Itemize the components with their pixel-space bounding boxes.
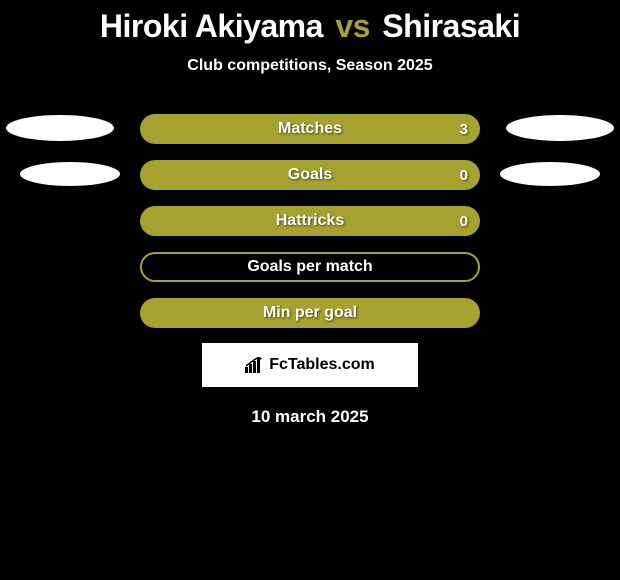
ellipse-left-icon	[6, 115, 114, 141]
comparison-title: Hiroki Akiyama vs Shirasaki	[0, 0, 620, 45]
stat-bar: Goals 0	[140, 160, 480, 190]
logo-box: FcTables.com	[202, 343, 418, 387]
vs-text: vs	[335, 8, 370, 44]
bar-wrapper: Matches 3	[140, 114, 480, 144]
stat-label: Matches	[140, 120, 480, 138]
stat-value: 3	[460, 121, 468, 138]
stat-label: Goals	[140, 166, 480, 184]
stat-label: Goals per match	[142, 258, 478, 276]
subtitle-text: Club competitions, Season 2025	[0, 57, 620, 75]
stat-value: 0	[460, 167, 468, 184]
stat-label: Hattricks	[140, 212, 480, 230]
stat-bar: Hattricks 0	[140, 206, 480, 236]
ellipse-left-icon	[20, 162, 120, 186]
logo-label: FcTables.com	[269, 356, 375, 374]
chart-icon	[245, 357, 265, 373]
stat-row-goals-per-match: Goals per match	[0, 251, 620, 283]
logo-text: FcTables.com	[245, 356, 375, 374]
player2-name: Shirasaki	[382, 8, 520, 44]
bar-wrapper: Hattricks 0	[140, 206, 480, 236]
ellipse-right-icon	[506, 115, 614, 141]
stat-bar: Goals per match	[140, 252, 480, 282]
ellipse-right-icon	[500, 162, 600, 186]
stat-bar: Min per goal	[140, 298, 480, 328]
player1-name: Hiroki Akiyama	[100, 8, 323, 44]
stat-value: 0	[460, 213, 468, 230]
stat-bar: Matches 3	[140, 114, 480, 144]
stat-row-goals: Goals 0	[0, 159, 620, 191]
bar-wrapper: Goals 0	[140, 160, 480, 190]
date-text: 10 march 2025	[0, 407, 620, 427]
stat-row-matches: Matches 3	[0, 113, 620, 145]
bar-wrapper: Goals per match	[140, 252, 480, 282]
stat-row-hattricks: Hattricks 0	[0, 205, 620, 237]
stat-row-min-per-goal: Min per goal	[0, 297, 620, 329]
bar-wrapper: Min per goal	[140, 298, 480, 328]
stats-container: Matches 3 Goals 0 Hattricks 0 Goals per …	[0, 113, 620, 329]
stat-label: Min per goal	[140, 304, 480, 322]
